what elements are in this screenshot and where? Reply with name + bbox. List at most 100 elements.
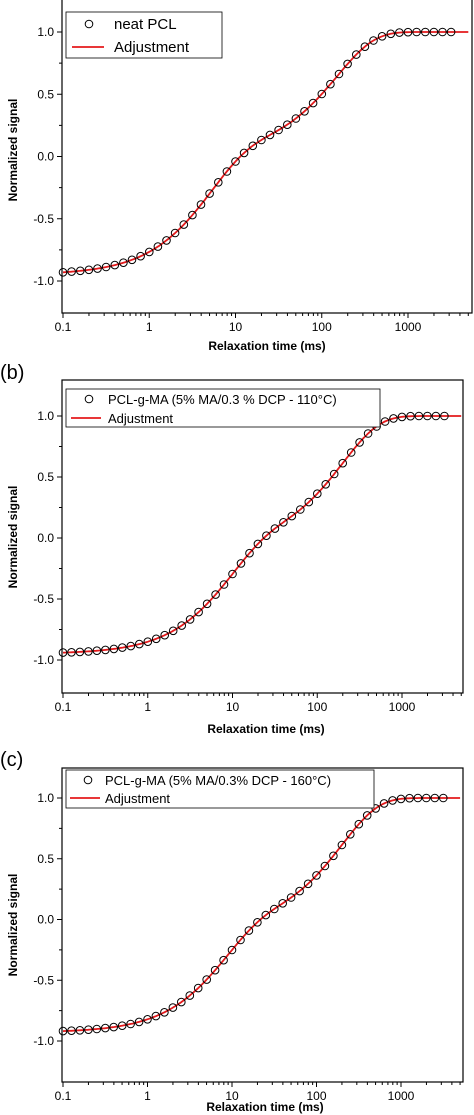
panel-b-data-point (338, 458, 348, 468)
panel-a-data-point (84, 265, 94, 275)
panel-a-data-point (76, 266, 85, 276)
panel-a-data-point (412, 27, 421, 37)
panel-b-x-tick-label: 1 (144, 700, 151, 714)
panel-c-data-point (405, 793, 414, 803)
panel-c-data-point (126, 1019, 135, 1029)
panel-b-data-point (101, 645, 110, 655)
panel-a-data-point (386, 29, 396, 39)
panel-b-data-point (109, 644, 119, 654)
panel-c-data-point (210, 965, 220, 975)
panel-a-x-axis-title: Relaxation time (ms) (208, 339, 325, 353)
panel-b-data-point (380, 417, 390, 426)
panel-b-markers (58, 411, 449, 657)
panel-c-x-axis-title: Relaxation time (ms) (206, 1100, 323, 1114)
panel-a-data-point (231, 157, 240, 166)
panel-b-data-point (143, 637, 153, 647)
panel-c-data-point (75, 1026, 85, 1035)
panel-b-data-point (262, 531, 271, 541)
panel-b-data-point (211, 590, 220, 599)
panel-c-data-point (379, 799, 389, 808)
panel-a-x-tick-label: 0.1 (55, 320, 72, 334)
panel-a-data-point (377, 32, 387, 41)
panel-b-data-point (135, 639, 144, 649)
panel-b-legend-label-2: Adjustment (108, 411, 173, 426)
panel-b-data-point (304, 497, 314, 507)
panel-c-data-point (346, 830, 355, 839)
panel-a-data-point (248, 141, 258, 151)
panel-a-legend: neat PCL Adjustment (65, 11, 223, 59)
panel-a-data-point (395, 28, 404, 37)
panel-b-data-point (270, 524, 280, 533)
panel-b-data-point (346, 448, 356, 457)
panel-a-data-point (352, 50, 361, 59)
panel-a-data-point (153, 242, 163, 251)
panel-a-data-point (162, 236, 171, 245)
panel-c-fit-line (62, 797, 461, 1032)
panel-a-data-point (93, 264, 102, 273)
panel-b-legend-marker (84, 394, 94, 404)
panel-a-data-point (308, 98, 318, 108)
panel-a-data-point (369, 36, 378, 45)
panel-b-x-tick-label: 1000 (389, 700, 416, 714)
panel-c-legend: PCL-g-MA (5% MA/0.3% DCP - 160°C) Adjust… (65, 769, 375, 809)
panel-a-data-point (334, 69, 344, 79)
panel-c-data-point (337, 840, 347, 850)
panel-c-data-point (396, 794, 406, 804)
panel-c-data-point (67, 1026, 76, 1035)
panel-c-data-point (270, 904, 279, 914)
panel-a-data-point (403, 27, 413, 37)
panel-a-y-axis-title: Normalized signal (6, 99, 20, 202)
panel-c-legend-label-2: Adjustment (105, 791, 170, 806)
panel-a-data-point (127, 255, 137, 265)
panel-c-data-point (117, 1021, 127, 1030)
panel-a-data-point (300, 107, 309, 116)
panel-c-y-axis-title: Normalized signal (6, 874, 20, 977)
panel-c-legend-marker (83, 775, 93, 785)
panel-a-axes: 0.1 1 10 100 1000 -1.0 -0.5 0.0 0.5 1.0 (33, 25, 469, 334)
panel-c-data-point (219, 955, 228, 965)
panel-b-legend-label-1: PCL-g-MA (5% MA/0.3 % DCP - 110°C) (108, 392, 337, 407)
panel-c-data-point (193, 983, 203, 993)
panel-c-data-point (354, 819, 364, 829)
panel-a-data-point (343, 59, 352, 69)
panel-b-plot-frame (61, 379, 464, 694)
panel-b-data-point (202, 599, 212, 609)
panel-b-data-point (92, 646, 102, 656)
panel-a: 0.1 1 10 100 1000 -1.0 -0.5 0.0 0.5 1.0 Relaxatio… (6, 0, 473, 353)
panel-a-x-tick-label: 1000 (395, 320, 422, 334)
panel-b-data-point (423, 411, 432, 421)
panel-a-data-point (67, 267, 76, 276)
panel-b-data-point (151, 634, 161, 644)
panel-c-data-point (202, 975, 211, 984)
panel-c-data-point (168, 1003, 178, 1012)
panel-b-data-point (194, 607, 203, 617)
panel-a-data-point (110, 260, 120, 270)
panel-b-legend: PCL-g-MA (5% MA/0.3 % DCP - 110°C) Adjus… (65, 388, 381, 428)
panel-b-data-point (287, 511, 297, 521)
panel-a-data-point (239, 148, 249, 158)
panel-b-data-point (236, 559, 246, 568)
panel-c-data-point (295, 886, 304, 896)
panel-b-data-point (296, 505, 305, 514)
panel-b-x-tick-label: 10 (226, 700, 240, 714)
panel-a-legend-label-2: Adjustment (114, 39, 190, 56)
panel-c-data-point (371, 804, 381, 813)
panel-c-data-point (278, 899, 288, 908)
panel-b: (b) 0.1 1 10 100 1000 -1.0 -0.5 0.0 0.5 1.0 Relax… (0, 362, 464, 736)
panel-c-data-point (134, 1017, 144, 1027)
panel-b-data-point (414, 411, 424, 421)
panel-c-data-point (185, 991, 195, 1000)
panel-c-data-point (422, 793, 431, 803)
panel-b-data-point (84, 647, 93, 656)
panel-b-letter: (b) (0, 362, 24, 384)
panel-a-y-tick-label: 0.0 (37, 150, 54, 164)
panel-c-data-point (101, 1023, 110, 1033)
panel-c-data-point (413, 793, 423, 803)
panel-a-legend-label-1: neat PCL (114, 16, 177, 33)
panel-c-data-point (151, 1011, 161, 1021)
panel-b-data-point (75, 647, 85, 657)
panel-b-data-point (440, 411, 449, 421)
panel-c-data-point (160, 1008, 169, 1017)
panel-c-x-tick-label: 1 (144, 1089, 151, 1103)
